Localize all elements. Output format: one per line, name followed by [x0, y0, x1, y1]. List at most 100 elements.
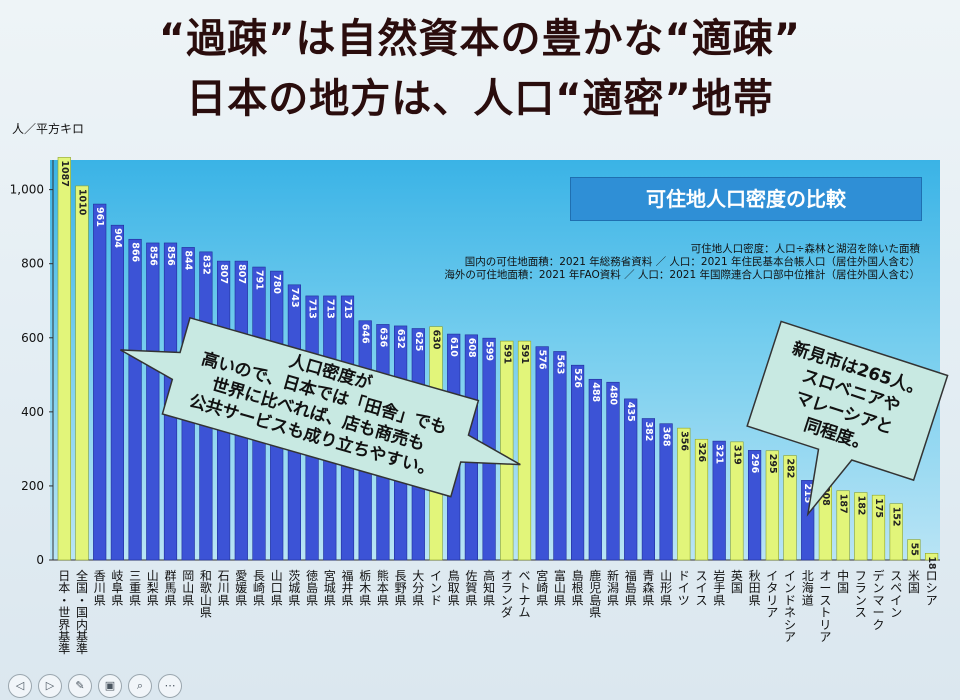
bar	[783, 455, 797, 561]
bar	[924, 553, 939, 561]
category-label: 米国	[908, 569, 920, 595]
bar-value-label: 215	[802, 483, 813, 503]
bar	[871, 494, 886, 561]
callout-right-bubble	[746, 320, 949, 517]
bar-value-label: 632	[395, 329, 406, 349]
bar-value-label: 807	[218, 264, 229, 284]
y-tick-label: 0	[36, 553, 44, 567]
bar-value-label: 625	[413, 332, 424, 352]
bar-value-label: 856	[165, 246, 176, 266]
chart-title: 可住地人口密度の比較	[570, 177, 922, 221]
bar-value-label: 713	[324, 299, 335, 319]
bar	[110, 224, 124, 561]
category-label: 岐阜県	[111, 569, 123, 607]
bar-value-label: 610	[448, 337, 459, 357]
y-tick-label: 200	[21, 479, 44, 493]
zoom-button[interactable]: ⌕	[128, 674, 152, 698]
bar-value-label: 856	[147, 246, 158, 266]
bar	[535, 346, 549, 561]
category-label: 福井県	[341, 568, 353, 607]
category-label: 栃木県	[359, 569, 371, 607]
bar	[517, 340, 532, 561]
bar-value-label: 630	[431, 330, 442, 350]
y-tick-label: 600	[21, 331, 44, 345]
bar-value-label: 55	[908, 543, 919, 556]
category-label: 佐賀県	[465, 569, 477, 607]
bar	[146, 242, 160, 561]
category-label: インド	[430, 569, 442, 607]
bar	[694, 438, 709, 561]
slide-title-line-2: 日本の地方は、人口“適密”地帯	[186, 76, 774, 122]
bar-value-label: 182	[855, 496, 866, 516]
category-label: スペイン	[890, 569, 902, 620]
category-label: 日本・世界基準	[58, 569, 70, 656]
category-label: 茨城県	[288, 569, 300, 607]
bar	[730, 441, 744, 561]
bar	[606, 381, 620, 561]
category-label: 岩手県	[713, 568, 725, 607]
category-label: 香川県	[94, 569, 106, 607]
category-label: 山口県	[271, 569, 283, 607]
category-label: 青森県	[642, 569, 654, 607]
callout-left-arrow	[120, 316, 521, 498]
category-label: 富山県	[554, 568, 566, 607]
bar	[553, 351, 567, 561]
bar	[907, 539, 921, 561]
note-definition: 可住地人口密度：人口÷森林と湖沼を除いた面積	[690, 243, 920, 255]
category-label: フランス	[855, 569, 867, 620]
bar-value-label: 807	[236, 264, 247, 284]
category-label: イタリア	[766, 569, 778, 620]
slides-view-button[interactable]: ▣	[98, 674, 122, 698]
bar-value-label: 187	[838, 494, 849, 514]
bar-value-label: 646	[360, 324, 371, 344]
slide-title-line-1: “過疎”は自然資本の豊かな“適疎”	[158, 16, 802, 62]
bar-value-label: 608	[466, 338, 477, 358]
bar-value-label: 791	[254, 270, 265, 290]
note-overseas-source: 海外の可住地面積：2021 年FAO資料 ／ 人口：2021 年国際連合人口部中…	[444, 269, 920, 281]
y-tick-label: 1,000	[10, 183, 44, 197]
bar-value-label: 435	[625, 402, 636, 422]
category-label: 秋田県	[749, 569, 761, 607]
bar-value-label: 961	[94, 207, 105, 227]
bar	[747, 450, 762, 561]
bar-value-label: 576	[537, 350, 548, 370]
bar-value-label: 866	[130, 242, 141, 262]
category-label: 島根県	[572, 568, 584, 607]
bar-value-label: 282	[785, 459, 796, 479]
bar-value-label: 488	[590, 382, 601, 402]
prev-slide-button[interactable]: ◁	[8, 674, 32, 698]
bar-value-label: 713	[342, 299, 353, 319]
category-label: 北海道	[802, 569, 814, 607]
category-label: 高知県	[483, 568, 495, 607]
category-label: 和歌山県	[200, 569, 212, 620]
category-label: 全国・国内基準	[76, 568, 88, 656]
bar	[641, 418, 655, 561]
category-label: 福島県	[625, 568, 637, 607]
category-label: 長野県	[395, 569, 407, 607]
bar-value-label: 743	[289, 288, 300, 308]
category-label: 熊本県	[377, 568, 389, 607]
category-label: 鳥取県	[448, 568, 460, 607]
category-label: 宮城県	[324, 568, 336, 607]
category-label: 中国	[837, 568, 849, 595]
category-label: オーストリア	[819, 569, 831, 644]
bar	[500, 340, 514, 561]
category-label: 山形県	[660, 569, 672, 607]
bar	[889, 503, 903, 561]
bar-value-label: 356	[678, 431, 689, 451]
bar	[712, 440, 726, 561]
bar	[836, 490, 850, 561]
next-slide-button[interactable]: ▷	[38, 674, 62, 698]
bar	[75, 185, 89, 561]
more-options-button[interactable]: ⋯	[158, 674, 182, 698]
bar	[677, 427, 691, 561]
bar-value-label: 480	[608, 385, 619, 405]
category-label: 石川県	[218, 569, 230, 607]
category-label: 英国	[731, 569, 743, 595]
bar-value-label: 563	[554, 354, 565, 374]
pen-tool-button[interactable]: ✎	[68, 674, 92, 698]
category-label: ロシア	[926, 569, 938, 607]
bar-value-label: 175	[873, 498, 884, 518]
